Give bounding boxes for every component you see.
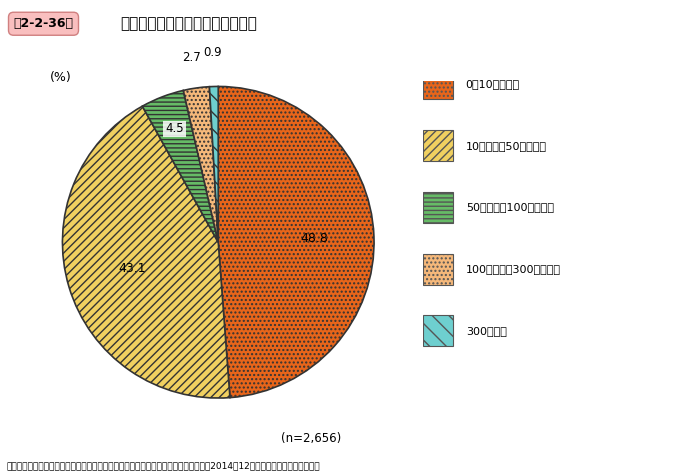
Text: 中核人材の確保にかけられる費用: 中核人材の確保にかけられる費用 (121, 16, 257, 31)
Wedge shape (143, 90, 218, 242)
Text: 資料：中小企業庁委託「中小企業・小規模事業者の人材確保と育成に関する調査」（2014年12月、（株）野村総合研究所）: 資料：中小企業庁委託「中小企業・小規模事業者の人材確保と育成に関する調査」（20… (7, 461, 321, 470)
FancyBboxPatch shape (423, 130, 453, 161)
FancyBboxPatch shape (423, 254, 453, 285)
Text: 300万円超: 300万円超 (466, 326, 507, 336)
Wedge shape (183, 87, 218, 242)
Wedge shape (209, 86, 218, 242)
Text: 50万円超～100万円未満: 50万円超～100万円未満 (466, 202, 554, 212)
Wedge shape (63, 106, 230, 398)
Text: 10万円超～50万円以内: 10万円超～50万円以内 (466, 141, 547, 151)
Text: 第2-2-36図: 第2-2-36図 (14, 17, 74, 30)
Text: (%): (%) (50, 71, 72, 84)
FancyBboxPatch shape (423, 315, 453, 346)
Text: 2.7: 2.7 (183, 51, 201, 64)
Text: 0.9: 0.9 (203, 46, 222, 59)
FancyBboxPatch shape (423, 68, 453, 99)
Text: 48.8: 48.8 (301, 232, 329, 245)
Text: (n=2,656): (n=2,656) (280, 432, 341, 446)
Text: 4.5: 4.5 (165, 123, 184, 135)
Wedge shape (218, 86, 374, 398)
Text: 0～10万円以内: 0～10万円以内 (466, 79, 520, 89)
Text: 43.1: 43.1 (118, 262, 145, 275)
FancyBboxPatch shape (423, 192, 453, 223)
Text: 100万円超～300万円以内: 100万円超～300万円以内 (466, 264, 561, 274)
